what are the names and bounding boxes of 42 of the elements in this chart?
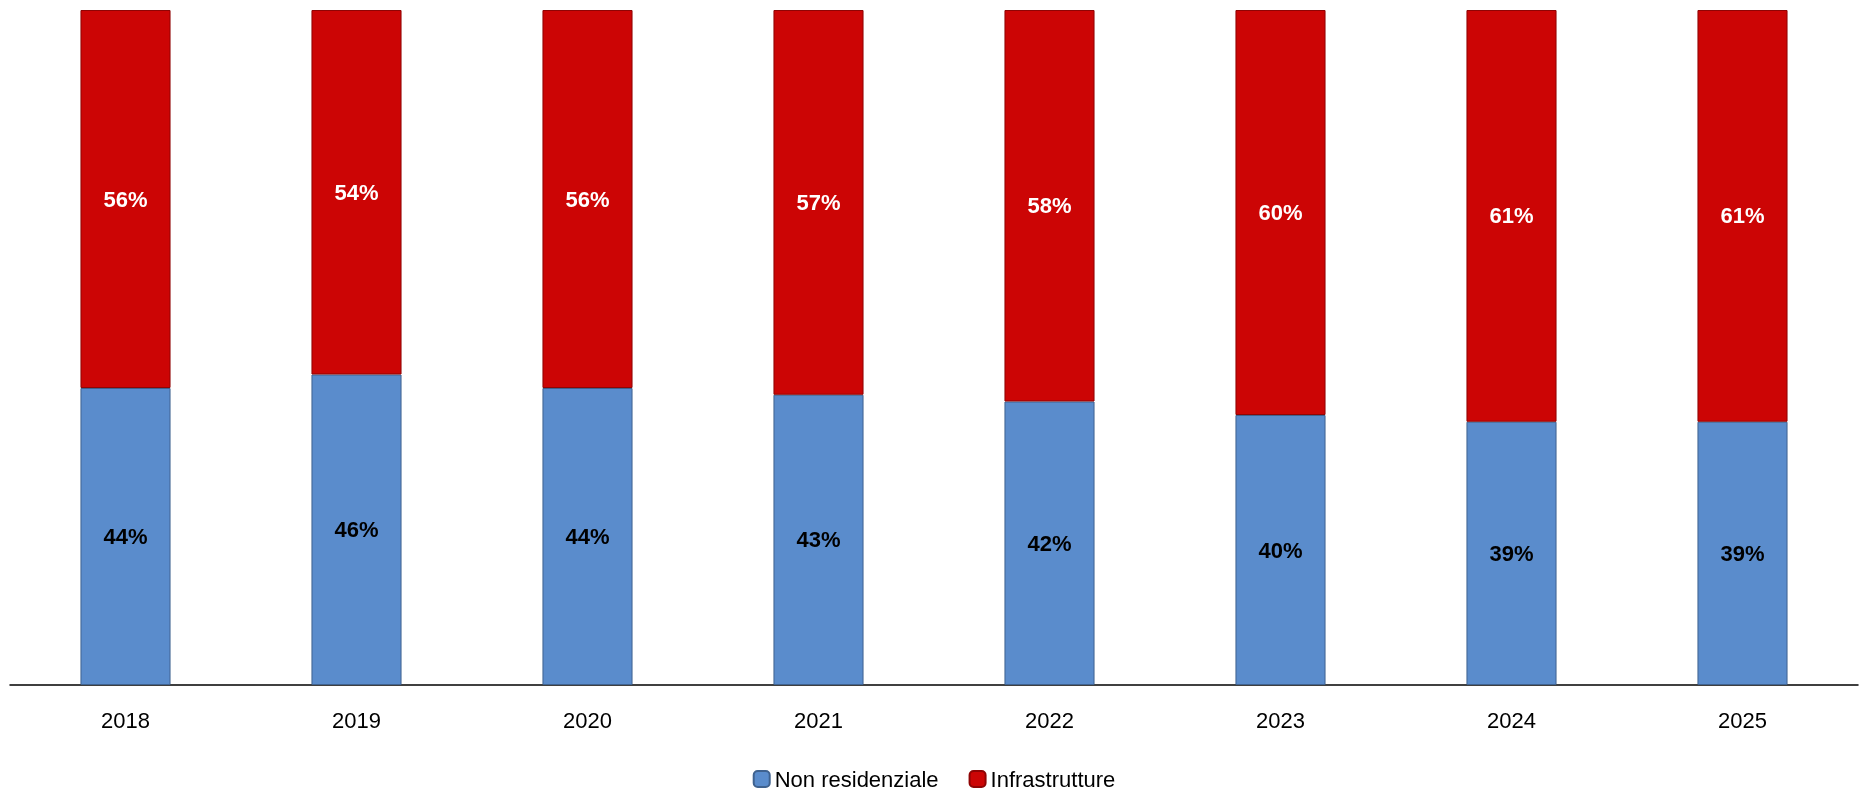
- legend-label: Infrastrutture: [990, 766, 1116, 792]
- bar: [1235, 10, 1326, 415]
- data-label: 39%: [1489, 540, 1534, 566]
- data-label: 46%: [334, 517, 379, 543]
- legend-label: Non residenziale: [774, 766, 939, 792]
- bar: [1697, 421, 1788, 685]
- data-label: 44%: [103, 524, 148, 549]
- data-label: 56%: [103, 186, 148, 212]
- x-tick-label: 2023: [1256, 707, 1305, 733]
- x-tick-label: 2021: [794, 707, 843, 733]
- bar: [80, 10, 171, 388]
- bar: [1697, 10, 1788, 422]
- data-label: 56%: [565, 186, 610, 212]
- bar: [773, 10, 864, 395]
- bar: [1235, 415, 1326, 685]
- bar: [311, 374, 402, 685]
- x-tick-label: 2025: [1718, 707, 1767, 733]
- data-label: 57%: [796, 189, 841, 215]
- bar: [80, 388, 171, 685]
- bar: [1004, 10, 1095, 402]
- x-tick-label: 2018: [101, 707, 150, 733]
- bar: [1004, 401, 1095, 685]
- data-label: 44%: [565, 524, 610, 549]
- data-label: 40%: [1258, 537, 1303, 563]
- x-tick-label: 2024: [1487, 707, 1536, 733]
- data-label: 60%: [1258, 200, 1303, 225]
- bar: [311, 10, 402, 375]
- data-label: 58%: [1027, 193, 1072, 219]
- data-label: 61%: [1720, 203, 1765, 229]
- data-label: 61%: [1489, 203, 1534, 229]
- bar: [773, 394, 864, 685]
- data-label: 42%: [1027, 530, 1072, 556]
- bar: [542, 388, 633, 685]
- data-label: 39%: [1720, 540, 1765, 566]
- bar: [1466, 421, 1557, 685]
- x-tick-label: 2022: [1025, 707, 1074, 733]
- data-label: 43%: [796, 527, 841, 553]
- bar: [542, 10, 633, 388]
- x-tick-label: 2020: [563, 707, 612, 733]
- data-label: 54%: [334, 179, 379, 205]
- bar: [1466, 10, 1557, 422]
- x-tick-label: 2019: [332, 707, 381, 733]
